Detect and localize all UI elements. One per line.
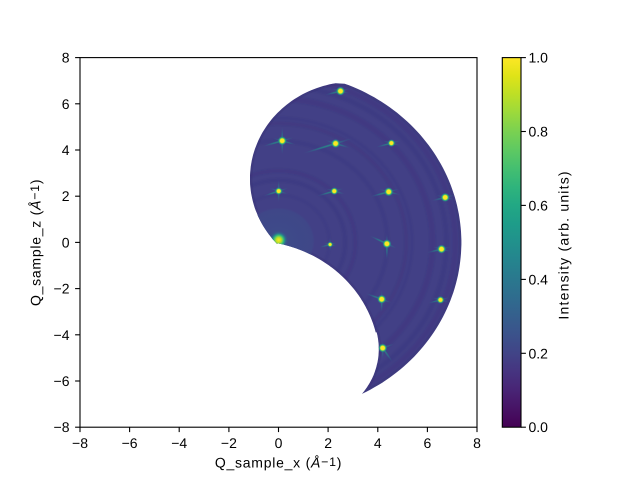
svg-text:−2: −2: [54, 281, 70, 297]
svg-text:−4: −4: [171, 435, 187, 451]
svg-text:−8: −8: [54, 419, 70, 435]
svg-text:6: 6: [62, 96, 70, 112]
svg-text:0.4: 0.4: [529, 271, 549, 287]
svg-text:0: 0: [275, 435, 283, 451]
svg-text:−6: −6: [54, 373, 70, 389]
svg-text:−2: −2: [221, 435, 237, 451]
svg-text:−4: −4: [54, 327, 70, 343]
svg-text:2: 2: [62, 188, 70, 204]
svg-text:4: 4: [62, 142, 70, 158]
svg-text:−6: −6: [122, 435, 138, 451]
svg-text:Q_sample_x (Å−1): Q_sample_x (Å−1): [215, 455, 342, 471]
svg-text:1.0: 1.0: [529, 50, 549, 66]
svg-text:−8: −8: [72, 435, 88, 451]
svg-text:2: 2: [324, 435, 332, 451]
svg-text:0.0: 0.0: [529, 419, 549, 435]
svg-text:4: 4: [374, 435, 382, 451]
svg-text:8: 8: [473, 435, 481, 451]
svg-text:0: 0: [62, 234, 70, 250]
svg-text:0.8: 0.8: [529, 124, 549, 140]
svg-text:6: 6: [424, 435, 432, 451]
svg-text:0.6: 0.6: [529, 197, 549, 213]
svg-text:Q_sample_z (Å−1): Q_sample_z (Å−1): [28, 179, 44, 306]
svg-text:8: 8: [62, 50, 70, 66]
svg-text:Intensity (arb. units): Intensity (arb. units): [556, 170, 572, 319]
svg-text:0.2: 0.2: [529, 345, 549, 361]
